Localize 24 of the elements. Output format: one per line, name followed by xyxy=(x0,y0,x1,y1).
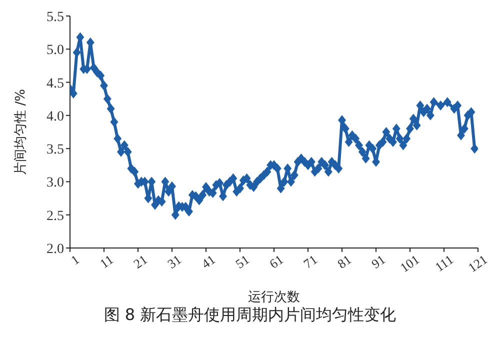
y-tick-label: 2.0 xyxy=(46,242,64,257)
x-axis-title: 运行次数 xyxy=(248,290,300,305)
x-tick-label: 31 xyxy=(164,252,184,272)
x-tick-label: 11 xyxy=(97,252,116,272)
x-tick-label: 121 xyxy=(465,252,490,276)
x-tick-label: 61 xyxy=(266,252,286,272)
x-tick-label: 71 xyxy=(300,252,320,272)
y-tick-label: 5.0 xyxy=(46,43,64,58)
y-tick-label: 4.0 xyxy=(46,109,64,124)
y-tick-label: 2.5 xyxy=(46,208,64,224)
x-tick-label: 81 xyxy=(334,252,354,272)
y-tick-label: 5.5 xyxy=(46,10,64,25)
y-tick-label: 4.5 xyxy=(46,76,64,92)
y-tick-label: 3.0 xyxy=(46,176,64,191)
x-tick-label: 51 xyxy=(232,252,252,272)
x-tick-label: 91 xyxy=(368,252,388,272)
y-axis-title: 片间均匀性 /% xyxy=(14,89,29,175)
x-tick-label: 111 xyxy=(432,252,456,275)
x-tick-label: 1 xyxy=(68,252,82,268)
x-tick-label: 101 xyxy=(397,252,422,276)
text: 图 8 新石墨舟使用周期内片间均匀性变化 xyxy=(102,305,398,326)
y-tick-label: 3.5 xyxy=(46,142,64,158)
x-tick-label: 21 xyxy=(130,252,150,272)
x-tick-label: 41 xyxy=(198,252,218,272)
